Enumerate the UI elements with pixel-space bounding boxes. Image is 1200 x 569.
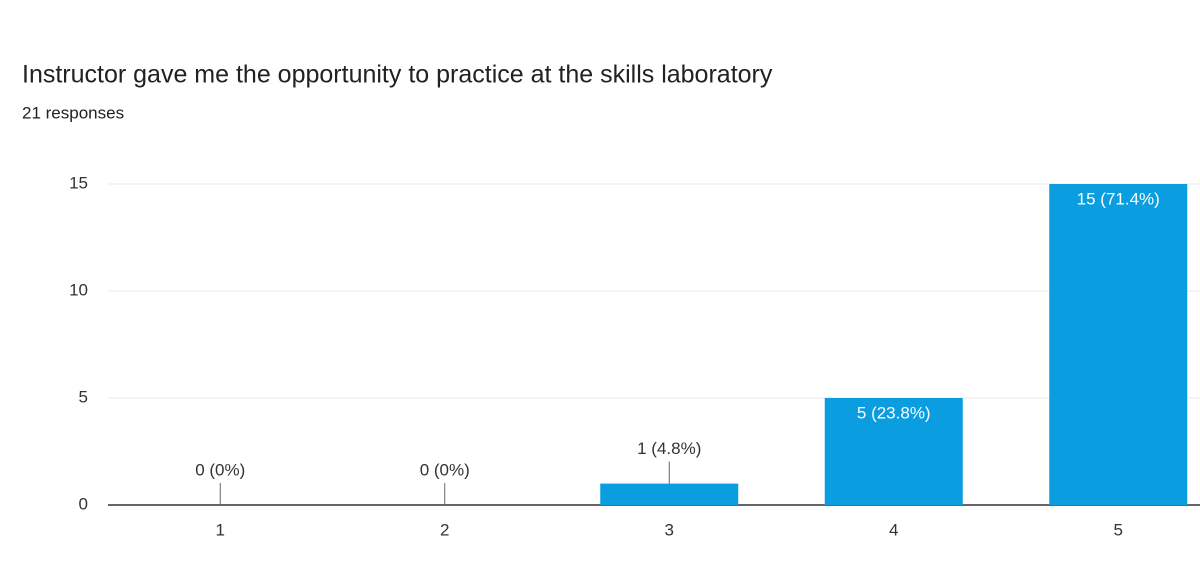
x-tick-label: 2	[440, 520, 449, 539]
y-tick-label: 15	[69, 173, 88, 192]
x-tick-label: 5	[1114, 520, 1123, 539]
bar	[600, 483, 739, 505]
y-tick-label: 0	[79, 494, 88, 513]
chart-subtitle: 21 responses	[22, 103, 124, 122]
value-label: 0 (0%)	[420, 460, 470, 479]
value-label: 0 (0%)	[195, 460, 245, 479]
y-tick-label: 5	[79, 387, 88, 406]
bar	[824, 398, 963, 505]
value-label: 1 (4.8%)	[637, 439, 701, 458]
x-tick-label: 1	[216, 520, 225, 539]
value-label: 5 (23.8%)	[857, 403, 931, 422]
x-tick-label: 3	[665, 520, 674, 539]
chart-title: Instructor gave me the opportunity to pr…	[22, 61, 773, 89]
value-label: 15 (71.4%)	[1077, 189, 1160, 208]
x-tick-label: 4	[889, 520, 898, 539]
y-tick-label: 10	[69, 280, 88, 299]
bar	[1049, 184, 1188, 505]
